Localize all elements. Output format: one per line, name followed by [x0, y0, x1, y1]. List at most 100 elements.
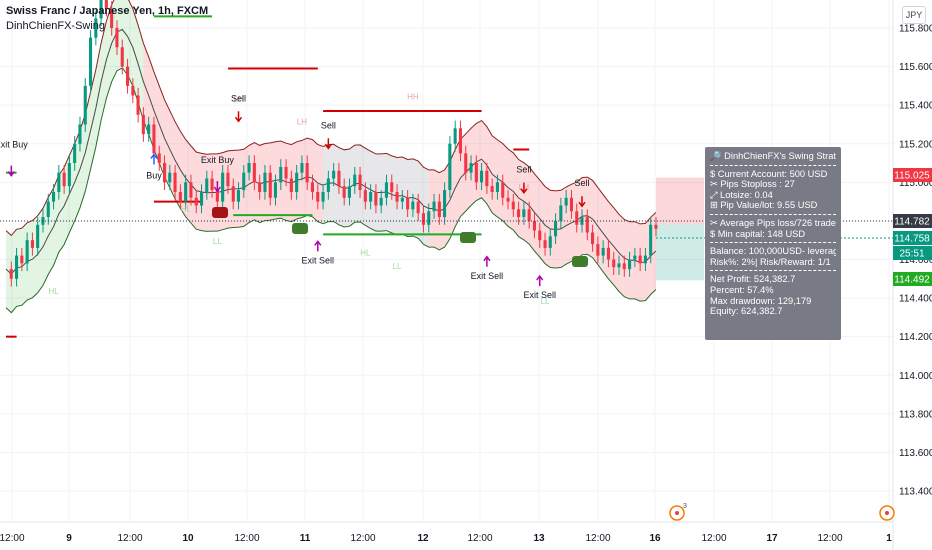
candle-body	[36, 224, 40, 248]
candle-body	[416, 201, 420, 214]
candle-body	[543, 240, 547, 248]
candle-body	[638, 255, 642, 264]
info-line: Max drawdown: 129,179	[710, 295, 812, 306]
candle-body	[353, 174, 357, 187]
thumbs-up-icon	[572, 256, 588, 267]
price-tag	[893, 168, 932, 182]
y-tick-label: 115.000	[899, 178, 932, 189]
candle-body	[591, 232, 595, 245]
candle-body	[622, 263, 626, 270]
x-tick-label: 12:00	[701, 533, 726, 544]
candle-body	[369, 192, 373, 202]
info-line: ✂ Average Pips loss/726 trades : 31	[710, 217, 836, 228]
candle-body	[67, 163, 71, 187]
candle-body	[421, 213, 425, 225]
y-tick-label: 114.200	[899, 332, 932, 343]
candle-body	[506, 197, 510, 202]
trend-band	[428, 120, 656, 302]
signal-label: Sell	[321, 120, 336, 130]
price-tag-label: 114.492	[894, 275, 930, 286]
event-badge-dot	[885, 511, 889, 515]
y-tick-label: 115.400	[899, 101, 932, 112]
x-tick-label: 13	[533, 533, 545, 544]
candle-body	[596, 244, 600, 256]
candle-body	[501, 182, 505, 198]
candle-body	[321, 192, 325, 202]
candle-body	[252, 163, 256, 183]
candle-body	[231, 186, 235, 202]
candle-body	[200, 192, 204, 206]
info-line: ⤢ Lotsize: 0.04	[710, 189, 773, 200]
x-tick-label: 10	[182, 533, 194, 544]
candle-body	[379, 197, 383, 206]
candle-body	[342, 186, 346, 198]
info-separator	[710, 213, 836, 215]
candle-body	[411, 201, 415, 210]
indicator-name[interactable]: DinhChienFX-Swing	[6, 20, 106, 32]
stop-loss-zone	[656, 177, 704, 225]
y-tick-label: 115.800	[899, 24, 932, 35]
x-tick-label: 12:00	[234, 533, 259, 544]
candle-body	[538, 230, 542, 241]
candle-body	[363, 190, 367, 202]
structure-label: HL	[360, 249, 371, 258]
candle-body	[395, 192, 399, 202]
candle-body	[559, 205, 563, 221]
candle-body	[453, 128, 457, 144]
price-tag-label: 25:51	[899, 249, 924, 260]
x-tick-label: 12	[417, 533, 429, 544]
candle-body	[263, 172, 267, 192]
candle-body	[517, 209, 521, 217]
signal-arrow-head	[520, 188, 528, 194]
candle-body	[284, 166, 288, 179]
signal-arrow-head	[324, 143, 332, 150]
candle-body	[305, 163, 309, 183]
candle-body	[469, 163, 473, 173]
trend-band	[143, 43, 324, 232]
event-badge-dot	[675, 511, 679, 515]
x-tick-label: 12:00	[350, 533, 375, 544]
candle-body	[316, 192, 320, 202]
signal-arrow-head	[483, 255, 491, 262]
structure-label: LL	[541, 297, 550, 306]
signal-label: Buy	[146, 170, 162, 180]
candle-body	[136, 95, 140, 115]
candle-body	[628, 259, 632, 270]
candle-body	[126, 66, 130, 86]
candle-body	[242, 172, 246, 191]
candle-body	[295, 172, 299, 192]
info-panel-title: 🔎 DinhChienFX's Swing Strategy	[710, 151, 836, 161]
candle-body	[358, 174, 362, 190]
currency-badge[interactable]: JPY	[902, 6, 926, 24]
candle-body	[448, 143, 452, 190]
candle-body	[104, 0, 108, 9]
candle-body	[580, 217, 584, 225]
x-tick-label: 9	[66, 533, 72, 544]
info-line: Equity: 624,382.7	[710, 306, 783, 317]
candle-body	[480, 170, 484, 183]
band-lower-line	[5, 67, 657, 314]
signal-label: Exit Buy	[0, 140, 28, 150]
candle-body	[9, 269, 13, 279]
candle-body	[279, 166, 283, 183]
info-line: Risk%: 2%| Risk/Reward: 1/1	[710, 256, 831, 267]
signal-label: Exit Buy	[201, 155, 235, 165]
candle-body	[617, 263, 621, 268]
candle-body	[432, 201, 436, 212]
candle-body	[163, 163, 167, 183]
candle-body	[464, 153, 468, 173]
x-tick-label: 12:00	[0, 533, 25, 544]
candle-body	[326, 178, 330, 192]
candle-body	[194, 197, 198, 206]
signal-arrow-head	[234, 116, 243, 123]
candle-body	[258, 182, 262, 192]
candle-body	[511, 201, 515, 210]
signal-label: Sell	[231, 93, 246, 103]
y-tick-label: 114.600	[899, 255, 932, 266]
candle-body	[15, 255, 19, 279]
price-tag-label: 115.025	[894, 171, 930, 182]
candle-body	[310, 182, 314, 192]
candle-body	[215, 190, 219, 202]
candle-body	[374, 192, 378, 206]
